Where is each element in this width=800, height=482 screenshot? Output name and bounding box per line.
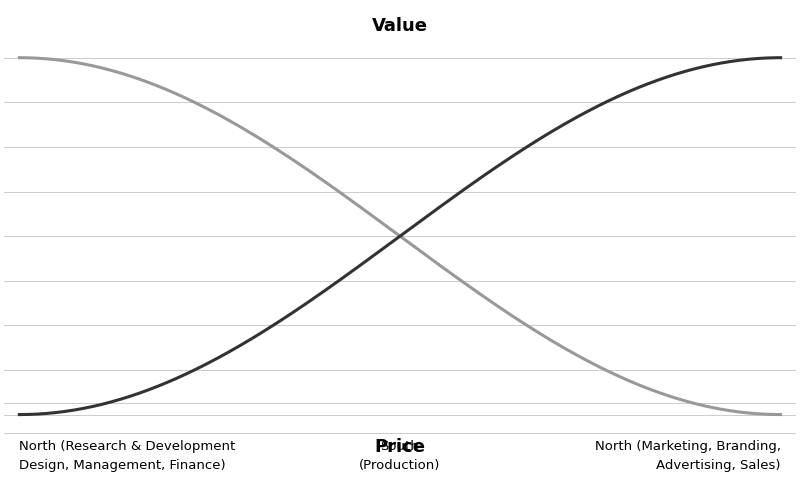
Text: South
(Production): South (Production): [359, 440, 441, 472]
Text: North (Marketing, Branding,
Advertising, Sales): North (Marketing, Branding, Advertising,…: [594, 440, 781, 472]
Text: Price: Price: [374, 438, 426, 455]
Text: Value: Value: [372, 16, 428, 35]
Text: North (Research & Development
Design, Management, Finance): North (Research & Development Design, Ma…: [19, 440, 236, 472]
